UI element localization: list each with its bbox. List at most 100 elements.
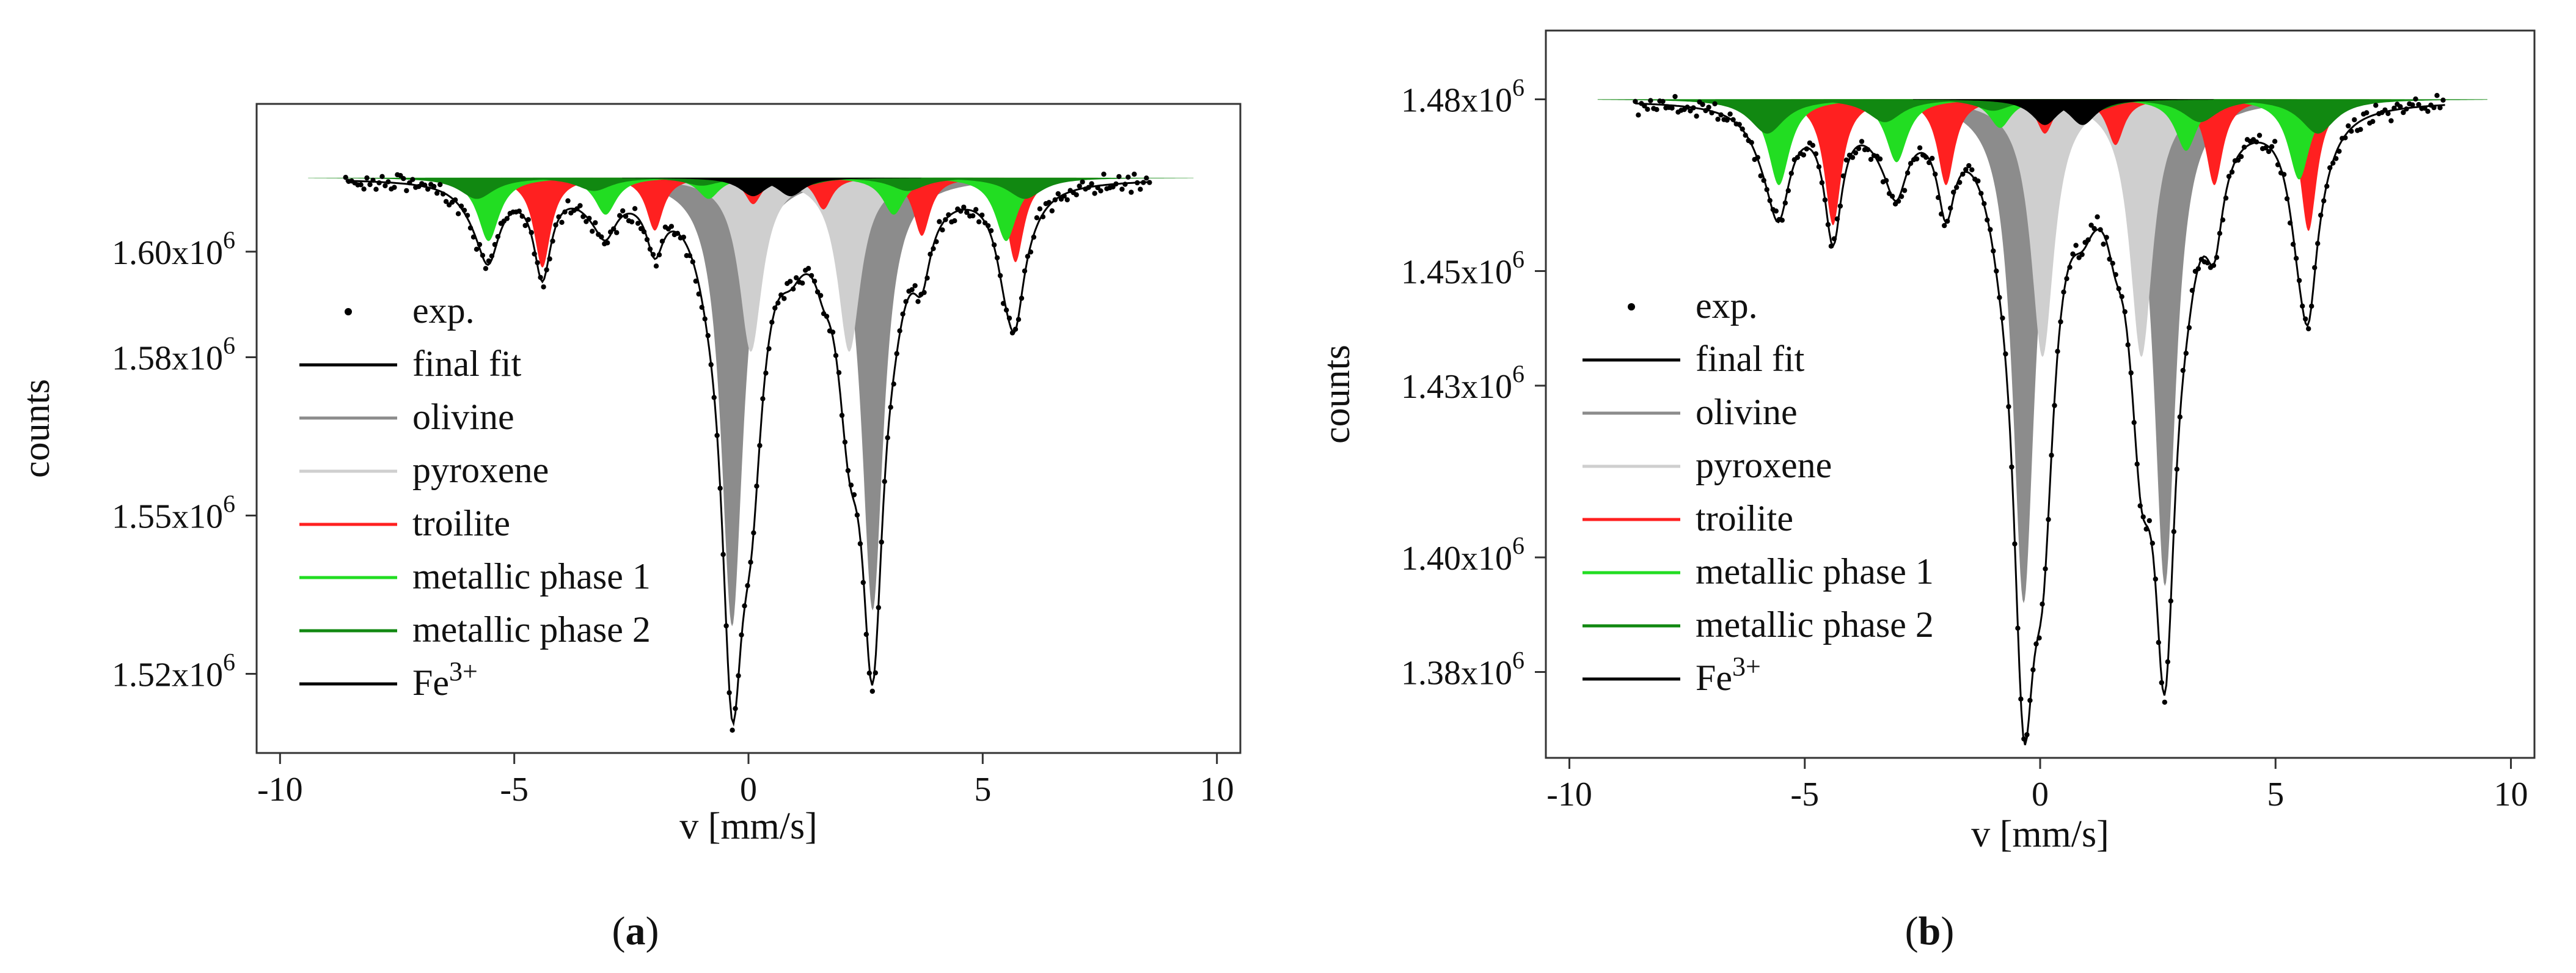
exp-point [455, 211, 461, 216]
exp-point [470, 234, 477, 240]
exp-point [1930, 155, 1935, 161]
exp-point [1727, 111, 1733, 117]
exp-point [760, 396, 766, 402]
exp-point [2388, 118, 2394, 123]
exp-point [2306, 326, 2311, 332]
exp-point [824, 314, 830, 319]
legend-label: Fe3+ [412, 656, 478, 703]
component-metallic-phase-1-line-6 [2194, 99, 2405, 180]
component-Fe-line-2 [1950, 99, 2215, 125]
exp-point [2046, 516, 2051, 523]
exp-point [848, 482, 854, 488]
exp-point [2049, 452, 2054, 458]
component-metallic-phase-2-line-6 [2148, 99, 2487, 134]
exp-point [392, 185, 397, 190]
component-metallic-phase-2-line-5 [739, 177, 1077, 191]
exp-point [2398, 104, 2403, 109]
exp-point [2434, 93, 2440, 98]
exp-point [702, 316, 708, 321]
x-tick-label: -10 [1546, 776, 1592, 813]
component-Fe-line-1 [622, 177, 885, 197]
component-Fe-line-1 [1913, 99, 2177, 125]
exp-point [1749, 140, 1754, 145]
component-troilite-line-6 [2225, 99, 2391, 231]
exp-point [2122, 309, 2128, 315]
exp-point [2131, 420, 2137, 425]
exp-point [2061, 289, 2066, 295]
exp-point [2003, 351, 2008, 357]
component-troilite-line-2 [572, 177, 737, 231]
exp-point [1865, 147, 1871, 152]
exp-point [650, 252, 656, 257]
y-tick-label: 1.52x106 [112, 648, 235, 694]
exp-point [614, 230, 620, 235]
exp-point [1703, 108, 1708, 114]
exp-point [1709, 110, 1714, 116]
exp-point [1978, 191, 1984, 196]
exp-point [2024, 732, 2030, 738]
exp-point [2315, 241, 2321, 246]
exp-point [791, 286, 796, 292]
exp-point [778, 292, 784, 298]
exp-point [2079, 252, 2085, 257]
exp-point [1969, 167, 1975, 172]
legend: exp. final fit olivine pyroxene troilite meta… [1583, 285, 1934, 698]
exp-point [599, 234, 604, 240]
exp-point [742, 603, 747, 609]
exp-point [1960, 171, 1966, 177]
exp-point [1147, 180, 1152, 185]
x-axis-label: v [mm/s] [1971, 813, 2109, 855]
exp-point [525, 217, 531, 222]
exp-point [808, 273, 814, 279]
exp-point [2095, 214, 2100, 219]
exp-point [556, 214, 562, 219]
exp-point [897, 328, 902, 334]
exp-point [1718, 112, 1724, 118]
exp-point [1654, 107, 1659, 112]
exp-point [1706, 105, 1711, 110]
exp-point [1022, 268, 1028, 274]
exp-point [1037, 206, 1043, 211]
exp-point [653, 263, 659, 269]
exp-point [492, 241, 498, 248]
exp-point [376, 180, 382, 186]
component-Fe-line-2 [659, 177, 922, 197]
exp-point [885, 435, 890, 441]
exp-point [373, 186, 379, 192]
exp-point [775, 300, 781, 306]
exp-point [461, 207, 467, 213]
exp-point [367, 182, 373, 188]
exp-point [1997, 295, 2002, 300]
exp-point [720, 552, 726, 557]
exp-point [1132, 171, 1137, 177]
exp-point [857, 541, 863, 546]
exp-point [934, 239, 939, 244]
exp-point [696, 291, 701, 297]
exp-point [2015, 625, 2021, 631]
y-tick-label: 1.40x106 [1401, 532, 1524, 578]
exp-point [553, 222, 558, 228]
legend-label: metallic phase 2 [1696, 604, 1934, 645]
exp-point [2043, 566, 2048, 571]
exp-point [2156, 640, 2161, 645]
x-tick-label: 0 [2032, 776, 2049, 813]
exp-point [1810, 142, 1816, 148]
exp-point [2189, 288, 2195, 293]
exp-point [504, 216, 510, 221]
exp-point [973, 207, 979, 212]
exp-point [1945, 218, 1950, 224]
exp-point [458, 204, 464, 209]
legend-label: pyroxene [412, 450, 549, 490]
exp-point [1009, 330, 1015, 336]
exp-point [2425, 109, 2431, 114]
exp-point [2293, 255, 2299, 261]
exp-point [1049, 208, 1055, 214]
exp-point [726, 690, 732, 696]
exp-point [1712, 101, 1718, 106]
exp-point [928, 251, 933, 257]
exp-point [772, 305, 778, 311]
exp-point [924, 275, 930, 281]
exp-point [997, 273, 1003, 279]
exp-point [2287, 220, 2293, 226]
exp-point [733, 706, 738, 711]
